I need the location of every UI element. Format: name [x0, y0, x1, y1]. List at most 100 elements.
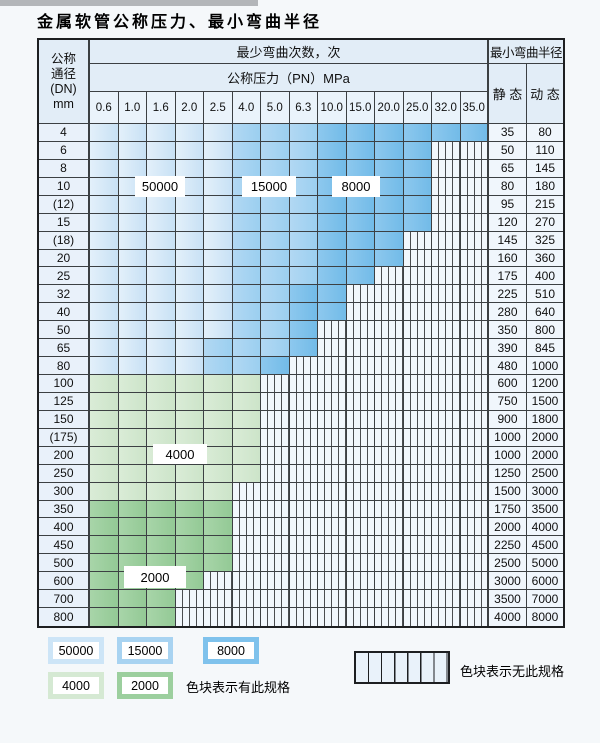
cell-no-spec	[432, 392, 461, 411]
cell-rated-8000	[289, 339, 318, 358]
static-radius-value: 1500	[489, 482, 527, 501]
cell-rated-50000	[147, 195, 176, 214]
cell-rated-4000	[147, 392, 176, 411]
pressure-col-header: 6.3	[289, 92, 318, 124]
cell-rated-4000	[90, 464, 119, 483]
cell-no-spec	[289, 536, 318, 555]
cell-rated-15000	[261, 303, 290, 322]
cell-no-spec	[318, 590, 347, 609]
cell-rated-50000	[175, 141, 204, 160]
cell-no-spec	[261, 500, 290, 519]
static-radius-value: 1000	[489, 428, 527, 447]
cell-no-spec	[375, 321, 404, 340]
cell-no-spec	[289, 357, 318, 375]
cell-rated-2000	[118, 500, 147, 519]
cell-rated-15000	[261, 213, 290, 232]
dn-header-line: 公称	[50, 51, 76, 66]
cell-rated-15000	[204, 339, 233, 358]
cell-rated-50000	[204, 195, 233, 214]
cell-rated-4000	[90, 410, 119, 429]
cell-rated-2000	[175, 536, 204, 555]
cell-no-spec	[346, 554, 375, 573]
cell-no-spec	[261, 482, 290, 501]
cell-rated-50000	[90, 285, 119, 304]
cell-no-spec	[318, 518, 347, 537]
static-radius-value: 350	[489, 321, 527, 340]
cell-rated-50000	[90, 303, 119, 322]
cell-rated-4000	[147, 482, 176, 501]
dynamic-radius-value: 3500	[527, 500, 563, 519]
cell-no-spec	[460, 231, 489, 250]
static-radius-value: 120	[489, 213, 527, 232]
cell-rated-4000	[232, 392, 261, 411]
cell-no-spec	[289, 464, 318, 483]
legend-swatch-label: 2000	[122, 677, 168, 694]
cell-rated-4000	[118, 392, 147, 411]
cell-no-spec	[375, 446, 404, 465]
cell-rated-4000	[90, 392, 119, 411]
cell-no-spec	[460, 159, 489, 178]
cell-no-spec	[261, 608, 290, 626]
cell-no-spec	[460, 303, 489, 322]
cell-rated-4000	[147, 410, 176, 429]
cell-no-spec	[460, 339, 489, 358]
cell-rated-8000	[346, 195, 375, 214]
cell-rated-2000	[147, 536, 176, 555]
cell-no-spec	[318, 572, 347, 591]
cell-no-spec	[346, 464, 375, 483]
cell-rated-2000	[147, 590, 176, 609]
cell-rated-4000	[204, 392, 233, 411]
cell-rated-4000	[175, 410, 204, 429]
cell-no-spec	[460, 500, 489, 519]
row-dn-label: 32	[39, 285, 90, 304]
legend-swatch-label: 15000	[122, 642, 168, 659]
row-dn-label: 20	[39, 249, 90, 268]
cell-rated-50000	[118, 249, 147, 268]
cell-no-spec	[318, 339, 347, 358]
row-dn-label: 10	[39, 177, 90, 196]
cell-rated-8000	[346, 231, 375, 250]
static-radius-value: 175	[489, 267, 527, 286]
cell-rated-2000	[147, 500, 176, 519]
static-radius-value: 2000	[489, 518, 527, 537]
cell-no-spec	[346, 392, 375, 411]
cell-no-spec	[432, 464, 461, 483]
cell-rated-8000	[318, 195, 347, 214]
cell-rated-8000	[289, 321, 318, 340]
dynamic-radius-value: 2000	[527, 428, 563, 447]
cell-no-spec	[261, 392, 290, 411]
row-dn-label: 400	[39, 518, 90, 537]
cell-rated-50000	[204, 177, 233, 196]
cell-rated-2000	[90, 500, 119, 519]
cell-rated-15000	[232, 141, 261, 160]
cell-no-spec	[460, 464, 489, 483]
cell-rated-2000	[90, 518, 119, 537]
cell-rated-8000	[403, 177, 432, 196]
cell-rated-50000	[147, 267, 176, 286]
cell-rated-8000	[403, 141, 432, 160]
cell-no-spec	[432, 446, 461, 465]
cell-rated-8000	[318, 249, 347, 268]
cell-rated-50000	[147, 213, 176, 232]
cell-rated-15000	[232, 357, 261, 375]
dynamic-radius-value: 2000	[527, 446, 563, 465]
row-dn-label: 6	[39, 141, 90, 160]
cell-no-spec	[460, 518, 489, 537]
cell-rated-50000	[147, 321, 176, 340]
cell-rated-8000	[261, 357, 290, 375]
dynamic-radius-value: 215	[527, 195, 563, 214]
static-radius-value: 80	[489, 177, 527, 196]
cell-rated-50000	[90, 159, 119, 178]
cell-no-spec	[460, 536, 489, 555]
cell-rated-15000	[232, 195, 261, 214]
cell-no-spec	[232, 482, 261, 501]
cell-rated-50000	[175, 195, 204, 214]
cell-rated-8000	[318, 267, 347, 286]
cell-no-spec	[289, 572, 318, 591]
cell-no-spec	[346, 375, 375, 393]
cell-no-spec	[261, 518, 290, 537]
cell-no-spec	[460, 249, 489, 268]
cell-no-spec	[403, 482, 432, 501]
cell-no-spec	[460, 213, 489, 232]
cell-rated-8000	[318, 141, 347, 160]
